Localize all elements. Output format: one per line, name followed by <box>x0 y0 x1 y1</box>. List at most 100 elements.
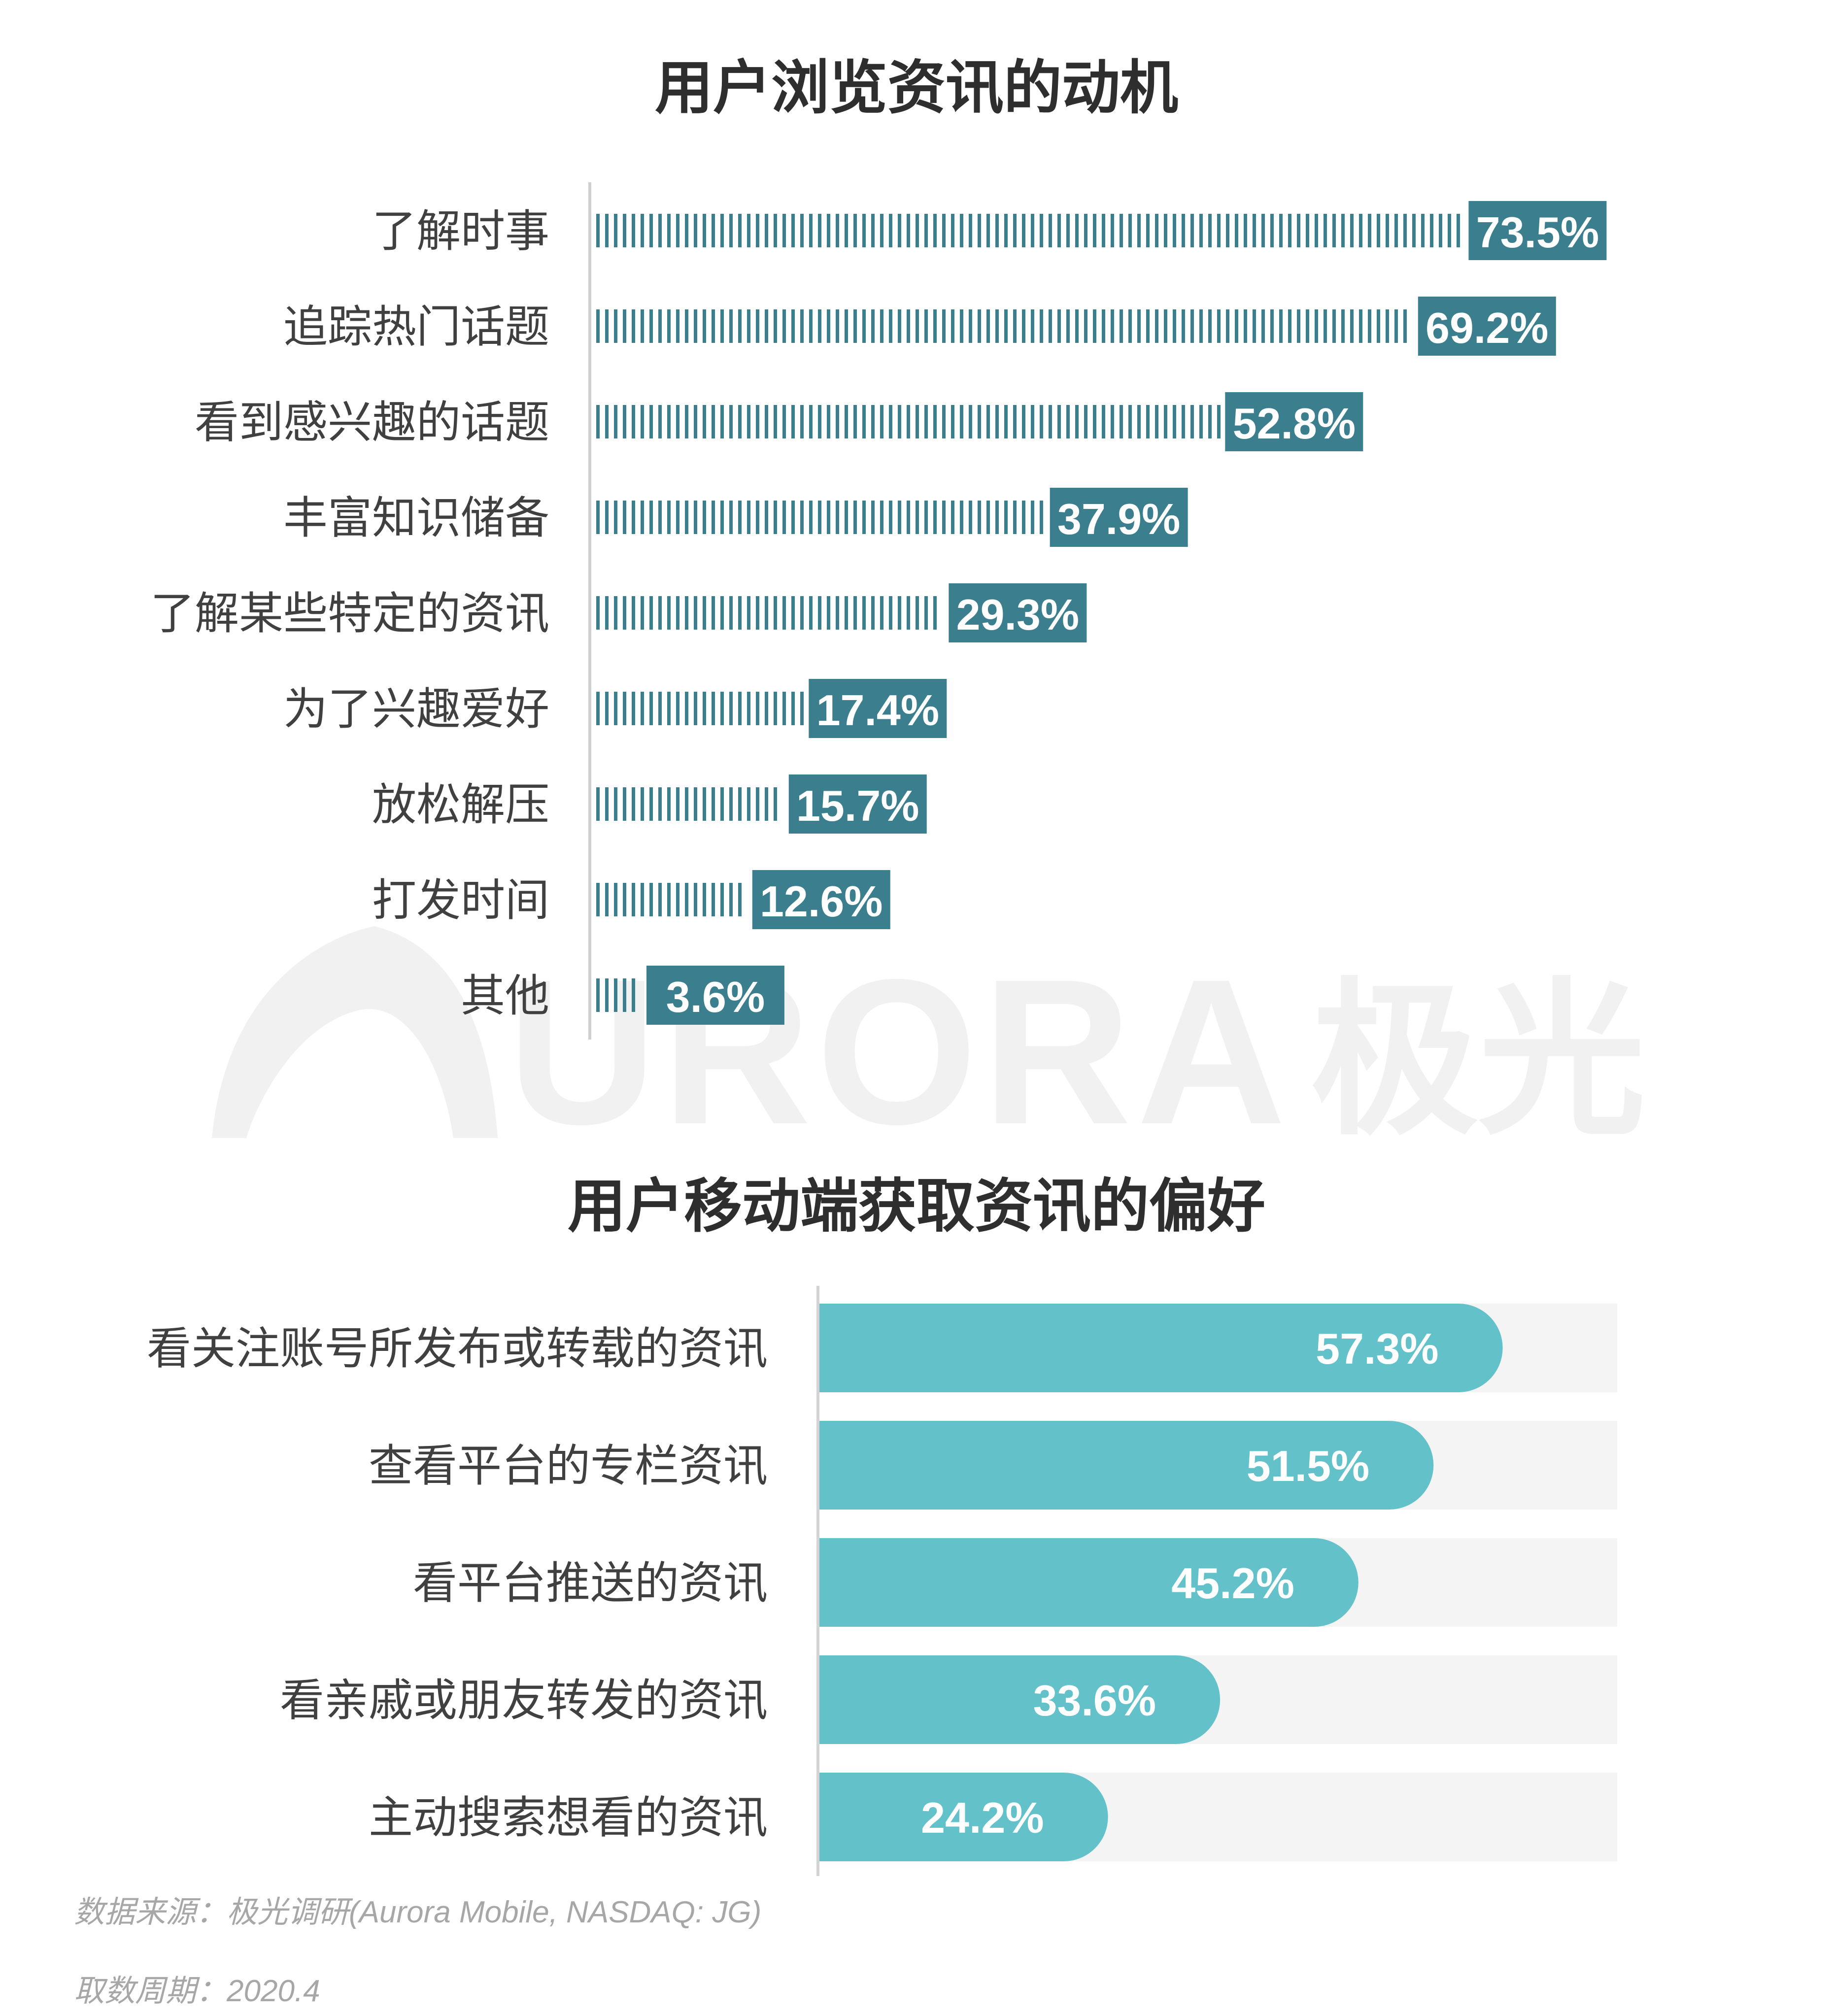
chart1-bar-stripe <box>1031 214 1034 247</box>
chart1-bar-stripe <box>729 596 733 630</box>
chart1-bar-stripe <box>649 501 653 534</box>
chart1-bar-stripe <box>871 596 875 630</box>
chart1-bar-stripe <box>614 978 617 1012</box>
chart1-bar-stripe <box>986 501 990 534</box>
chart1-bar-stripe <box>774 405 777 438</box>
chart1-bar-stripe <box>1350 214 1354 247</box>
chart1-bar-stripe <box>951 214 954 247</box>
chart1-bar-stripe <box>916 309 919 343</box>
chart2-title: 用户移动端获取资讯的偏好 <box>567 1172 1265 1240</box>
chart1-bar-stripe <box>596 787 600 821</box>
chart1-bar-stripe <box>1022 405 1025 438</box>
chart1-bar-stripe <box>1377 214 1380 247</box>
chart1-bar-stripe <box>712 405 715 438</box>
chart1-bar-stripe <box>791 501 795 534</box>
chart1-bar-stripe <box>836 309 839 343</box>
chart1-bar-stripe <box>1448 214 1451 247</box>
chart1-bar-stripe <box>756 787 759 821</box>
chart1-bar-stripe <box>676 405 679 438</box>
chart1-bar-stripe <box>1386 214 1389 247</box>
chart1-bar-stripe <box>942 405 946 438</box>
chart1-bar-stripe <box>623 596 626 630</box>
chart1-bar-stripe <box>889 214 892 247</box>
chart1-bar-stripe <box>1403 309 1407 343</box>
chart1-bar-stripe <box>960 214 963 247</box>
chart1-bar-stripe <box>756 501 759 534</box>
chart1-bar-stripe <box>1111 214 1114 247</box>
chart1-value-box <box>752 870 890 929</box>
chart1-bar-stripe <box>703 405 706 438</box>
chart1-bar-stripe <box>1208 309 1212 343</box>
chart1-bar-stripe <box>720 501 724 534</box>
chart2-category-label: 查看平台的专栏资讯 <box>369 1440 768 1492</box>
chart1-bar-stripe <box>623 787 626 821</box>
chart1-value-label: 73.5% <box>1476 208 1599 257</box>
chart1-bar-stripe <box>641 596 644 630</box>
chart1-bar-stripe <box>596 596 600 630</box>
chart1-bar-stripe <box>853 214 857 247</box>
chart1-bar-stripe <box>614 501 617 534</box>
chart2-value-label: 57.3% <box>1316 1324 1439 1373</box>
chart1-bar-stripe <box>623 214 626 247</box>
chart1-bar-stripe <box>649 309 653 343</box>
chart1-bar-stripe <box>889 501 892 534</box>
chart1-bar-stripe <box>774 596 777 630</box>
chart1-bar-stripe <box>685 787 688 821</box>
chart1-bar-stripe <box>1084 405 1087 438</box>
chart1-bar-stripe <box>1022 309 1025 343</box>
chart1-bar-stripe <box>774 309 777 343</box>
chart1-bar-stripe <box>782 405 786 438</box>
chart1-bar-stripe <box>765 214 768 247</box>
chart1-bar-stripe <box>809 405 813 438</box>
chart1-bar-stripe <box>933 405 937 438</box>
chart1-bar-stripe <box>1306 309 1309 343</box>
chart1-bar-stripe <box>1332 214 1336 247</box>
chart1-bar-stripe <box>649 883 653 916</box>
chart1-bar-stripe <box>632 883 635 916</box>
chart1-bar-stripe <box>1324 309 1327 343</box>
chart1-bar-stripe <box>933 309 937 343</box>
chart1-bar <box>596 883 742 916</box>
chart1-bar-stripe <box>1394 309 1398 343</box>
chart1-bar-stripe <box>1093 309 1096 343</box>
chart1-bar-stripe <box>1253 214 1256 247</box>
chart1-category-label: 看到感兴趣的话题 <box>195 397 549 448</box>
chart1-bar-stripe <box>916 214 919 247</box>
chart1-bar-stripe <box>791 692 795 725</box>
chart1-bar-stripe <box>782 692 786 725</box>
chart2-bar <box>819 1773 1108 1861</box>
chart1-bar-stripe <box>676 214 679 247</box>
chart1-bar-stripe <box>738 501 742 534</box>
chart1-bar-stripe <box>712 883 715 916</box>
chart2-bar <box>819 1655 1221 1744</box>
chart1-bar-stripe <box>649 214 653 247</box>
chart1-bar-stripe <box>995 405 999 438</box>
chart1-bar-stripe <box>614 883 617 916</box>
chart2-category-label: 看关注账号所发布或转载的资讯 <box>147 1323 768 1375</box>
chart2-bar <box>819 1538 1358 1627</box>
chart1-category-label: 丰富知识储备 <box>283 492 549 544</box>
chart1-bar-stripe <box>649 692 653 725</box>
chart1-bar-stripe <box>729 692 733 725</box>
chart1-bar-stripe <box>641 787 644 821</box>
chart1-bar-stripe <box>1368 309 1371 343</box>
chart1-bar-stripe <box>1057 214 1061 247</box>
chart1-bar-stripe <box>676 692 679 725</box>
chart1-bar-stripe <box>623 978 626 1012</box>
chart1-bar-stripe <box>782 214 786 247</box>
chart1-value-box <box>809 679 947 738</box>
chart1-bar <box>596 214 1460 247</box>
chart1-bar-stripe <box>632 405 635 438</box>
chart1-bar-stripe <box>747 787 750 821</box>
chart1-bar-stripe <box>1146 214 1150 247</box>
chart1-bar-stripe <box>1412 214 1416 247</box>
chart1-bar-stripe <box>1031 501 1034 534</box>
chart1-bar-stripe <box>1270 214 1274 247</box>
chart1-bar-stripe <box>1359 309 1362 343</box>
chart1-bar-stripe <box>827 501 830 534</box>
chart1-bar-stripe <box>614 309 617 343</box>
chart1-bar-stripe <box>951 309 954 343</box>
chart1-bar-stripe <box>1004 214 1008 247</box>
chart1-bar-stripe <box>1190 214 1194 247</box>
